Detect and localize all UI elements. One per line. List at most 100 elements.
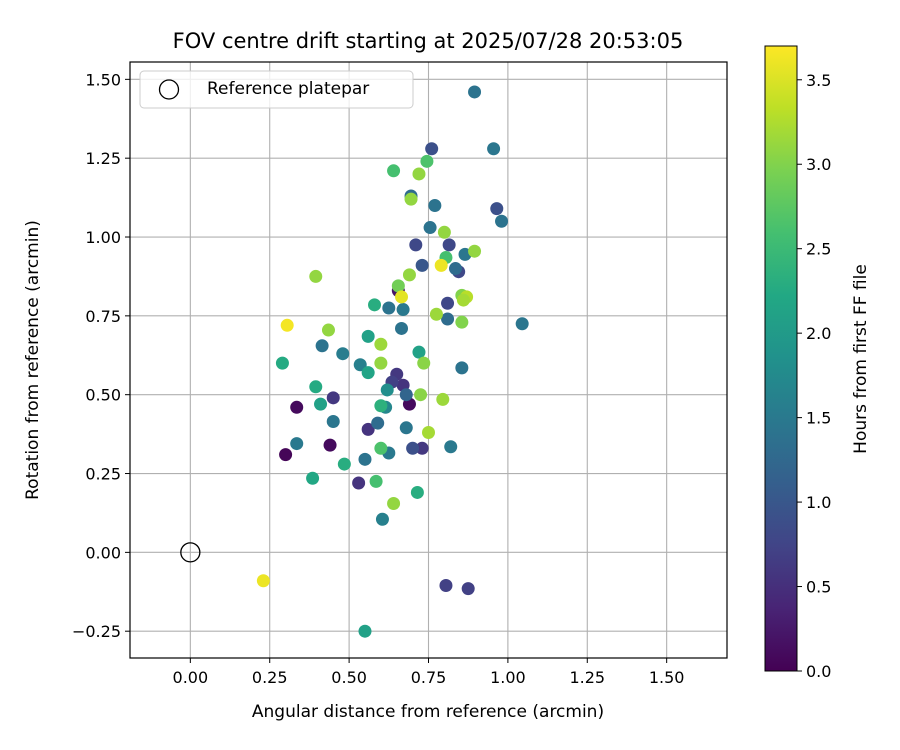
data-point-76 xyxy=(429,307,443,321)
y-tick-label-0: −0.25 xyxy=(72,622,121,641)
data-point-33 xyxy=(396,303,410,317)
data-point-4 xyxy=(352,476,366,490)
x-axis-label: Angular distance from reference (arcmin) xyxy=(252,702,604,722)
data-point-16 xyxy=(441,296,455,310)
data-point-64 xyxy=(420,154,434,168)
data-point-78 xyxy=(309,269,323,283)
data-point-88 xyxy=(395,290,409,304)
reference-marker-group xyxy=(180,542,201,563)
data-point-71 xyxy=(402,268,416,282)
colorbar-tick-label-3: 1.5 xyxy=(806,409,831,428)
data-point-40 xyxy=(371,416,385,430)
colorbar-tick-label-4: 2.0 xyxy=(806,324,831,343)
x-axis-ticks: 0.00 0.25 0.50 0.75 1.00 1.25 1.50 xyxy=(173,658,685,687)
data-point-24 xyxy=(495,214,509,228)
data-point-17 xyxy=(442,238,456,252)
data-point-66 xyxy=(374,441,388,455)
data-point-38 xyxy=(399,388,413,402)
legend-marker-circle xyxy=(158,79,180,100)
data-point-48 xyxy=(380,383,394,397)
data-point-59 xyxy=(337,457,351,471)
data-point-47 xyxy=(444,440,458,454)
colorbar-gradient xyxy=(764,45,798,672)
x-tick-label-5: 1.25 xyxy=(569,668,605,687)
data-point-69 xyxy=(437,225,451,239)
x-tick-label-0: 0.00 xyxy=(173,668,209,687)
data-point-46 xyxy=(455,361,469,375)
data-point-2 xyxy=(323,438,337,452)
legend: Reference platepar xyxy=(139,70,414,109)
colorbar-ticks: 0.0 0.5 1.0 1.5 2.0 2.5 3.0 3.5 xyxy=(797,71,831,681)
data-point-34 xyxy=(395,321,409,335)
y-tick-label-1: 0.00 xyxy=(85,543,121,562)
y-axis-ticks: −0.25 0.00 0.25 0.50 0.75 1.00 1.25 1.50 xyxy=(72,70,130,641)
data-point-11 xyxy=(415,441,429,455)
data-point-52 xyxy=(368,298,382,312)
colorbar-tick-label-1: 0.5 xyxy=(806,578,831,597)
colorbar-label: Hours from first FF file xyxy=(851,264,871,454)
data-point-81 xyxy=(374,356,388,370)
colorbar: 0.0 0.5 1.0 1.5 2.0 2.5 3.0 3.5 Hours from firs… xyxy=(764,45,871,681)
data-point-62 xyxy=(358,624,372,638)
data-point-13 xyxy=(461,582,475,596)
colorbar-tick-label-7: 3.5 xyxy=(806,71,831,90)
data-point-57 xyxy=(374,399,388,413)
data-point-58 xyxy=(306,471,320,485)
data-point-86 xyxy=(387,496,401,510)
data-point-77 xyxy=(455,315,469,329)
data-point-28 xyxy=(448,262,462,276)
data-point-20 xyxy=(490,202,504,216)
x-tick-label-2: 0.50 xyxy=(331,668,367,687)
data-point-85 xyxy=(422,426,435,440)
colorbar-tick-label-2: 1.0 xyxy=(806,493,831,512)
x-tick-label-6: 1.50 xyxy=(649,668,685,687)
y-tick-label-3: 0.50 xyxy=(85,386,121,405)
data-point-12 xyxy=(439,578,453,592)
data-point-6 xyxy=(326,391,340,405)
data-point-35 xyxy=(315,339,329,353)
data-point-79 xyxy=(321,323,335,337)
data-point-1 xyxy=(290,400,304,414)
y-axis-label: Rotation from reference (arcmin) xyxy=(23,220,43,500)
data-point-72 xyxy=(391,279,405,293)
colorbar-tick-label-0: 0.0 xyxy=(806,662,831,681)
data-point-41 xyxy=(399,421,413,435)
data-point-30 xyxy=(515,317,529,331)
colorbar-tick-label-6: 3.0 xyxy=(806,155,831,174)
x-tick-label-3: 0.75 xyxy=(411,668,447,687)
data-point-84 xyxy=(436,392,450,406)
data-point-31 xyxy=(441,312,455,326)
y-tick-label-2: 0.25 xyxy=(85,465,121,484)
data-point-36 xyxy=(336,347,350,361)
data-point-82 xyxy=(417,356,431,370)
data-point-55 xyxy=(314,397,328,411)
data-point-50 xyxy=(412,345,426,359)
data-point-22 xyxy=(468,85,482,99)
data-point-68 xyxy=(404,192,418,206)
data-point-5 xyxy=(361,422,375,436)
data-point-23 xyxy=(487,142,501,156)
data-point-44 xyxy=(358,452,372,466)
legend-box xyxy=(139,70,414,109)
data-point-56 xyxy=(361,366,375,380)
data-point-39 xyxy=(326,414,340,428)
data-point-32 xyxy=(382,301,396,315)
data-point-75 xyxy=(456,293,470,307)
data-point-67 xyxy=(412,167,426,181)
legend-entry-reference-platepar: Reference platepar xyxy=(207,79,369,99)
data-point-80 xyxy=(374,337,388,351)
data-point-53 xyxy=(275,356,289,370)
data-point-0 xyxy=(279,448,293,462)
data-point-89 xyxy=(280,318,294,332)
chart-title: FOV centre drift starting at 2025/07/28 … xyxy=(173,29,684,53)
x-tick-label-4: 1.00 xyxy=(490,668,526,687)
data-point-42 xyxy=(290,437,304,451)
x-tick-label-1: 0.25 xyxy=(252,668,288,687)
y-tick-label-4: 0.75 xyxy=(85,307,121,326)
colorbar-tick-label-5: 2.5 xyxy=(806,240,831,259)
reference-platepar-marker xyxy=(180,542,201,563)
data-point-25 xyxy=(428,198,442,212)
data-point-87 xyxy=(434,258,448,272)
data-point-19 xyxy=(425,142,439,156)
